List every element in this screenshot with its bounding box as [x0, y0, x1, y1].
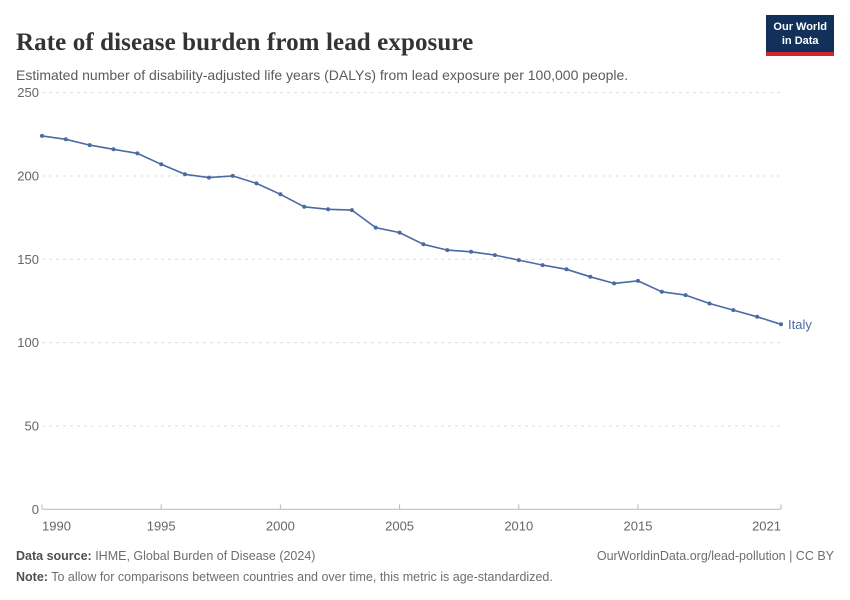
data-point-marker[interactable] — [492, 253, 497, 258]
data-point-marker[interactable] — [445, 248, 450, 253]
data-point-marker[interactable] — [373, 225, 378, 230]
data-point-marker[interactable] — [779, 322, 783, 327]
x-tick-label: 2010 — [504, 518, 533, 533]
page-subtitle: Estimated number of disability-adjusted … — [16, 67, 629, 83]
data-point-marker[interactable] — [159, 162, 164, 167]
data-point-marker[interactable] — [516, 258, 521, 263]
data-point-marker[interactable] — [469, 249, 474, 254]
data-point-marker[interactable] — [326, 207, 331, 212]
owid-logo[interactable]: Our World in Data — [766, 15, 834, 56]
data-point-marker[interactable] — [397, 230, 402, 235]
data-point-marker[interactable] — [707, 301, 712, 306]
data-point-marker[interactable] — [230, 173, 235, 178]
owid-logo-line2: in Data — [781, 35, 819, 48]
data-point-marker[interactable] — [612, 281, 617, 286]
data-point-marker[interactable] — [349, 208, 354, 213]
data-source-line: Data source: IHME, Global Burden of Dise… — [16, 546, 315, 567]
data-point-marker[interactable] — [135, 151, 140, 156]
data-point-marker[interactable] — [564, 267, 569, 272]
x-tick-label: 2000 — [266, 518, 295, 533]
data-point-marker[interactable] — [683, 293, 688, 298]
note-label: Note: — [16, 570, 48, 584]
data-source-label: Data source: — [16, 549, 92, 563]
data-point-marker[interactable] — [63, 137, 68, 142]
y-tick-label: 50 — [25, 418, 39, 433]
data-point-marker[interactable] — [87, 143, 92, 148]
chart-footer: Data source: IHME, Global Burden of Dise… — [16, 546, 834, 588]
data-point-marker[interactable] — [636, 278, 640, 283]
y-tick-label: 200 — [17, 168, 39, 183]
note-text: To allow for comparisons between countri… — [47, 570, 553, 584]
x-tick-label: 2021 — [752, 518, 781, 533]
data-point-marker[interactable] — [206, 175, 211, 180]
data-point-marker[interactable] — [278, 192, 283, 197]
y-tick-label: 250 — [17, 85, 39, 100]
data-point-marker[interactable] — [421, 242, 426, 247]
data-point-marker[interactable] — [302, 204, 307, 209]
data-point-marker[interactable] — [111, 147, 116, 152]
y-tick-label: 0 — [32, 502, 39, 517]
page-title: Rate of disease burden from lead exposur… — [16, 28, 474, 56]
data-point-marker[interactable] — [588, 274, 593, 279]
y-tick-label: 100 — [17, 335, 39, 350]
data-point-marker[interactable] — [659, 289, 664, 294]
data-point-marker[interactable] — [254, 181, 259, 186]
x-tick-label: 2005 — [385, 518, 414, 533]
y-tick-label: 150 — [17, 252, 39, 267]
note-line: Note: To allow for comparisons between c… — [16, 570, 553, 584]
owid-logo-line1: Our World — [773, 21, 827, 33]
data-point-marker[interactable] — [183, 172, 187, 177]
series-line[interactable] — [41, 135, 782, 326]
data-point-marker[interactable] — [540, 263, 545, 268]
x-tick-label: 1990 — [42, 518, 71, 533]
data-source-text: IHME, Global Burden of Disease (2024) — [91, 549, 316, 563]
x-tick-label: 2015 — [624, 518, 653, 533]
x-tick-label: 1995 — [147, 518, 176, 533]
data-point-marker[interactable] — [731, 308, 736, 313]
series-end-label[interactable]: Italy — [788, 317, 812, 332]
owid-citation-link[interactable]: OurWorldinData.org/lead-pollution | CC B… — [596, 549, 834, 563]
data-point-marker[interactable] — [40, 133, 44, 138]
data-point-marker[interactable] — [755, 314, 760, 319]
